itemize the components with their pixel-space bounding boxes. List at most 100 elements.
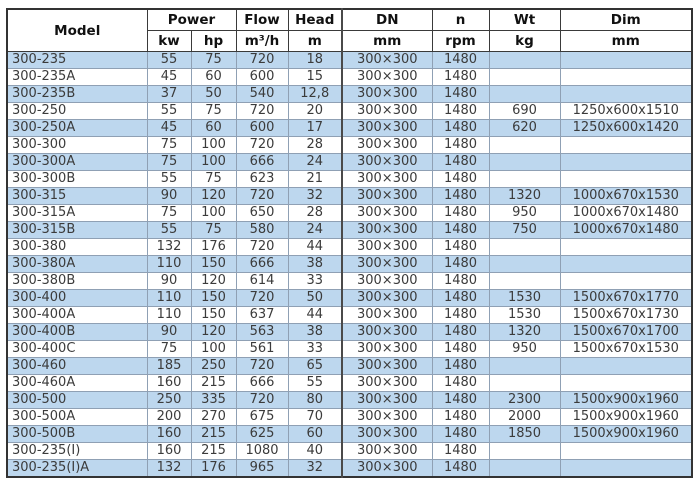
table-cell: 950 <box>488 340 561 358</box>
table-cell: 1080 <box>235 442 289 460</box>
table-cell: 100 <box>190 204 237 222</box>
table-cell: 1500x670x1530 <box>559 340 693 358</box>
col-header-model: Model <box>6 8 148 52</box>
table-cell: 1530 <box>488 289 561 307</box>
model-cell: 300-500 <box>6 391 148 409</box>
table-row: 300-235(I) 160 215 1080 40 300×300 1480 <box>6 442 693 460</box>
table-cell: 1480 <box>431 187 490 205</box>
table-cell: 75 <box>190 221 237 239</box>
table-row: 300-235 55 75 720 18 300×300 1480 <box>6 51 693 69</box>
table-cell <box>559 357 693 375</box>
table-cell: 90 <box>146 272 192 290</box>
table-cell <box>559 153 693 171</box>
model-cell: 300-235 <box>6 51 148 69</box>
table-cell: 70 <box>287 408 343 426</box>
table-cell: 215 <box>190 442 237 460</box>
model-cell: 300-460 <box>6 357 148 375</box>
table-cell: 75 <box>190 51 237 69</box>
table-cell: 720 <box>235 289 289 307</box>
table-cell: 1480 <box>431 357 490 375</box>
table-cell <box>488 51 561 69</box>
table-cell: 600 <box>235 68 289 86</box>
table-cell: 1480 <box>431 374 490 392</box>
table-cell: 300×300 <box>341 238 433 256</box>
model-cell: 300-235(I)A <box>6 459 148 478</box>
table-cell: 132 <box>146 238 192 256</box>
table-row: 300-400B 90 120 563 38 300×300 1480 1320 1500x67… <box>6 323 693 341</box>
table-cell: 1480 <box>431 136 490 154</box>
table-cell: 300×300 <box>341 85 433 103</box>
model-cell: 300-250 <box>6 102 148 120</box>
table-cell <box>559 255 693 273</box>
table-cell: 1000x670x1480 <box>559 204 693 222</box>
table-cell: 45 <box>146 68 192 86</box>
table-cell: 1480 <box>431 85 490 103</box>
table-cell: 176 <box>190 459 237 478</box>
table-cell: 110 <box>146 289 192 307</box>
col-header-n: n <box>431 8 490 31</box>
table-cell: 2300 <box>488 391 561 409</box>
table-cell: 300×300 <box>341 340 433 358</box>
table-cell: 1480 <box>431 272 490 290</box>
table-cell: 300×300 <box>341 187 433 205</box>
table-cell: 300×300 <box>341 306 433 324</box>
table-cell: 215 <box>190 374 237 392</box>
table-cell: 720 <box>235 102 289 120</box>
table-cell: 90 <box>146 187 192 205</box>
table-cell: 200 <box>146 408 192 426</box>
table-cell: 1850 <box>488 425 561 443</box>
model-cell: 300-235(I) <box>6 442 148 460</box>
table-cell: 1480 <box>431 459 490 478</box>
table-cell: 300×300 <box>341 119 433 137</box>
table-cell: 15 <box>287 68 343 86</box>
table-cell: 270 <box>190 408 237 426</box>
table-cell: 55 <box>287 374 343 392</box>
table-cell: 1480 <box>431 289 490 307</box>
table-cell <box>488 136 561 154</box>
table-cell: 300×300 <box>341 374 433 392</box>
table-cell <box>488 255 561 273</box>
table-cell: 1000x670x1480 <box>559 221 693 239</box>
table-row: 300-500A 200 270 675 70 300×300 1480 2000 1500x9… <box>6 408 693 426</box>
table-cell: 160 <box>146 425 192 443</box>
table-cell: 150 <box>190 255 237 273</box>
table-body: 300-235 55 75 720 18 300×300 1480 300-235A 45 60 6… <box>6 51 693 478</box>
table-cell: 300×300 <box>341 51 433 69</box>
table-cell: 300×300 <box>341 136 433 154</box>
col-subheader-flow-unit: m³/h <box>235 30 289 52</box>
table-cell: 300×300 <box>341 323 433 341</box>
model-cell: 300-315B <box>6 221 148 239</box>
table-cell: 75 <box>146 136 192 154</box>
table-cell: 1480 <box>431 221 490 239</box>
table-row: 300-300A 75 100 666 24 300×300 1480 <box>6 153 693 171</box>
table-cell: 120 <box>190 323 237 341</box>
table-cell: 666 <box>235 374 289 392</box>
col-subheader-kw: kw <box>146 30 192 52</box>
col-subheader-wt-unit: kg <box>488 30 561 52</box>
table-cell: 160 <box>146 442 192 460</box>
table-cell: 690 <box>488 102 561 120</box>
table-row: 300-400C 75 100 561 33 300×300 1480 950 1500x670… <box>6 340 693 358</box>
table-cell: 100 <box>190 153 237 171</box>
table-cell <box>488 272 561 290</box>
table-cell: 300×300 <box>341 425 433 443</box>
table-cell: 300×300 <box>341 68 433 86</box>
table-cell: 40 <box>287 442 343 460</box>
table-cell <box>559 442 693 460</box>
table-row: 300-380 132 176 720 44 300×300 1480 <box>6 238 693 256</box>
table-cell: 24 <box>287 221 343 239</box>
table-cell: 75 <box>146 153 192 171</box>
table-cell: 1480 <box>431 51 490 69</box>
table-cell <box>488 442 561 460</box>
model-cell: 300-460A <box>6 374 148 392</box>
table-cell: 20 <box>287 102 343 120</box>
table-cell: 1480 <box>431 340 490 358</box>
table-cell: 176 <box>190 238 237 256</box>
table-cell <box>488 170 561 188</box>
table-cell: 1500x900x1960 <box>559 425 693 443</box>
table-cell <box>488 85 561 103</box>
col-subheader-n-unit: rpm <box>431 30 490 52</box>
table-row: 300-460 185 250 720 65 300×300 1480 <box>6 357 693 375</box>
table-cell <box>559 374 693 392</box>
table-row: 300-315A 75 100 650 28 300×300 1480 950 1000x670… <box>6 204 693 222</box>
